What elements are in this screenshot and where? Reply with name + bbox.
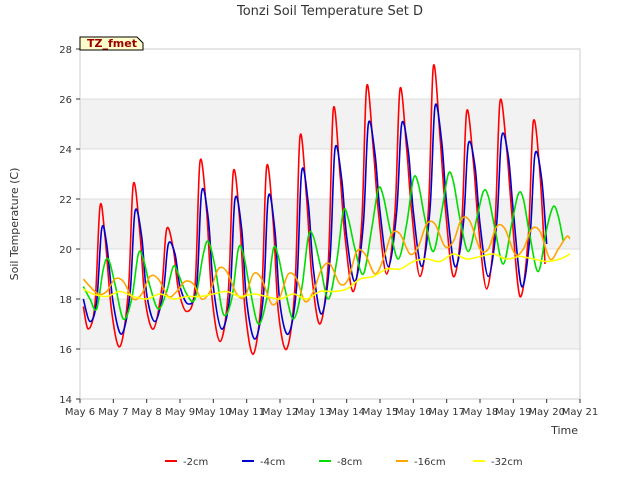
y-tick-label: 20 xyxy=(59,245,72,256)
y-tick-label: 18 xyxy=(59,295,72,306)
legend-label: -2cm xyxy=(183,457,208,468)
background-band xyxy=(80,299,580,349)
y-tick-label: 26 xyxy=(59,95,72,106)
legend-label: -4cm xyxy=(260,457,285,468)
series-line-4cm xyxy=(82,103,548,340)
y-tick-label: 28 xyxy=(59,45,72,56)
series-line-8cm xyxy=(82,171,565,325)
y-tick-label: 16 xyxy=(59,345,72,356)
x-tick-label: May 15 xyxy=(362,407,399,418)
legend: -2cm -4cm -8cm -16cm -32cm xyxy=(165,457,523,468)
x-tick-label: May 9 xyxy=(165,407,195,418)
x-tick-label: May 21 xyxy=(562,407,599,418)
x-tick-label: May 20 xyxy=(528,407,565,418)
y-tick-label: 22 xyxy=(59,195,72,206)
y-axis-ticks: 14 16 18 20 22 24 26 28 xyxy=(59,45,80,406)
x-tick-label: May 16 xyxy=(395,407,432,418)
annotation-box: TZ_fmet xyxy=(79,36,144,51)
data-series xyxy=(82,64,571,355)
x-tick-label: May 12 xyxy=(262,407,299,418)
annotation-label: TZ_fmet xyxy=(87,37,137,50)
x-tick-label: May 19 xyxy=(495,407,532,418)
x-tick-label: May 14 xyxy=(328,407,365,418)
legend-label: -32cm xyxy=(491,457,523,468)
plot-area-frame xyxy=(79,48,581,400)
x-tick-label: May 6 xyxy=(65,407,95,418)
y-tick-label: 24 xyxy=(59,145,72,156)
x-tick-label: May 17 xyxy=(428,407,465,418)
x-tick-label: May 8 xyxy=(132,407,162,418)
chart-title: Tonzi Soil Temperature Set D xyxy=(236,4,423,19)
series-line-16cm xyxy=(82,216,571,306)
legend-label: -16cm xyxy=(414,457,446,468)
y-axis-label: Soil Temperature (C) xyxy=(8,168,21,281)
x-tick-label: May 18 xyxy=(462,407,499,418)
series-line-2cm xyxy=(82,64,546,355)
x-tick-label: May 11 xyxy=(228,407,265,418)
y-tick-label: 14 xyxy=(59,395,72,406)
x-tick-label: May 10 xyxy=(195,407,232,418)
legend-label: -8cm xyxy=(337,457,362,468)
x-tick-label: May 13 xyxy=(295,407,332,418)
x-axis-label: Time xyxy=(550,424,578,437)
series-line-32cm xyxy=(82,253,571,300)
x-tick-label: May 7 xyxy=(98,407,128,418)
background-band xyxy=(80,99,580,149)
